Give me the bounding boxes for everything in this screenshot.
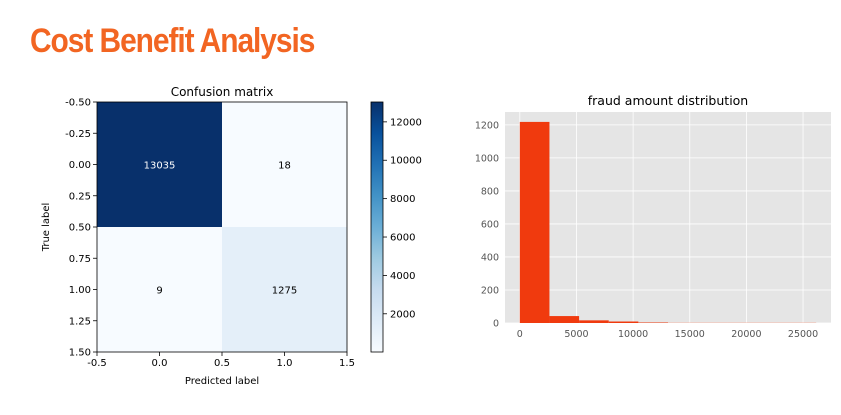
confusion-matrix-y-label: True label — [41, 203, 52, 253]
x-tick-label: 0.5 — [214, 358, 230, 369]
confusion-matrix-x-ticks: -0.5 0.0 0.5 1.0 1.5 — [87, 352, 355, 369]
slide-title: Cost Benefit Analysis — [30, 22, 315, 60]
confusion-matrix-cell-label: 9 — [156, 286, 162, 297]
y-tick-label: -0.50 — [65, 98, 91, 109]
colorbar-tick-label: 12000 — [390, 117, 422, 128]
histogram-y-tick-label: 800 — [481, 186, 499, 197]
x-tick-label: 1.5 — [339, 358, 355, 369]
confusion-matrix-y-ticks: -0.50 -0.25 0.00 0.25 0.50 0.75 1.00 1.25 1.50 — [65, 98, 97, 359]
histogram-y-tick-label: 600 — [481, 219, 499, 230]
histogram-bar — [579, 320, 609, 323]
x-tick-label: 0.0 — [152, 358, 168, 369]
colorbar-tick-label: 10000 — [390, 156, 422, 167]
confusion-matrix-chart: Confusion matrix 13035 18 9 1275 -0.5 0.0 0.5… — [41, 85, 355, 387]
colorbar-tick-label: 2000 — [390, 309, 415, 320]
y-tick-label: 1.00 — [69, 285, 91, 296]
y-tick-label: 0.75 — [69, 254, 91, 265]
histogram-bar — [608, 321, 639, 323]
histogram-plot-area — [505, 112, 831, 323]
y-tick-label: 1.25 — [69, 316, 91, 327]
histogram-x-ticks: 0 5000 10000 15000 20000 25000 — [517, 329, 818, 340]
histogram-bar — [549, 316, 580, 323]
confusion-matrix-cells — [97, 102, 347, 352]
histogram-x-tick-label: 20000 — [731, 329, 761, 340]
histogram-y-tick-label: 200 — [481, 285, 499, 296]
histogram-x-tick-label: 25000 — [788, 329, 818, 340]
y-tick-label: 0.25 — [69, 191, 91, 202]
histogram-y-ticks: 0 200 400 600 800 1000 1200 — [475, 120, 499, 329]
colorbar-gradient — [370, 101, 384, 353]
x-tick-label: 1.0 — [277, 358, 293, 369]
histogram-y-tick-label: 0 — [493, 319, 499, 330]
fraud-histogram-chart: fraud amount distribution 0 5000 10000 1500… — [475, 93, 831, 340]
colorbar-tick-label: 8000 — [390, 194, 415, 205]
confusion-matrix-x-label: Predicted label — [185, 376, 259, 387]
confusion-matrix-cell — [222, 227, 347, 352]
x-tick-label: -0.5 — [87, 358, 107, 369]
y-tick-label: -0.25 — [65, 129, 91, 140]
histogram-y-tick-label: 400 — [481, 252, 499, 263]
histogram-y-tick-label: 1200 — [475, 120, 499, 131]
confusion-matrix-cell — [97, 227, 222, 352]
y-tick-label: 0.50 — [69, 223, 91, 234]
confusion-matrix-cell-label: 13035 — [144, 161, 176, 172]
confusion-matrix-cell — [97, 102, 222, 227]
y-tick-label: 1.50 — [69, 348, 91, 359]
confusion-matrix-cell-label: 18 — [278, 161, 291, 172]
confusion-matrix-title: Confusion matrix — [171, 85, 274, 99]
confusion-matrix-cell-labels: 13035 18 9 1275 — [144, 161, 298, 297]
histogram-bar — [519, 121, 550, 324]
colorbar-tick-label: 6000 — [390, 233, 415, 244]
histogram-bars — [519, 121, 817, 324]
y-tick-label: 0.00 — [69, 160, 91, 171]
colorbar-tick-label: 4000 — [390, 271, 415, 282]
confusion-matrix-cell — [222, 102, 347, 227]
histogram-y-tick-label: 1000 — [475, 153, 499, 164]
histogram-x-tick-label: 5000 — [564, 329, 588, 340]
histogram-title: fraud amount distribution — [588, 93, 748, 108]
histogram-x-tick-label: 15000 — [675, 329, 705, 340]
histogram-x-tick-label: 0 — [517, 329, 523, 340]
colorbar: 2000 4000 6000 8000 10000 12000 — [370, 101, 422, 353]
confusion-matrix-cell-label: 1275 — [272, 286, 297, 297]
colorbar-ticks: 2000 4000 6000 8000 10000 12000 — [383, 117, 422, 320]
histogram-x-tick-label: 10000 — [618, 329, 648, 340]
